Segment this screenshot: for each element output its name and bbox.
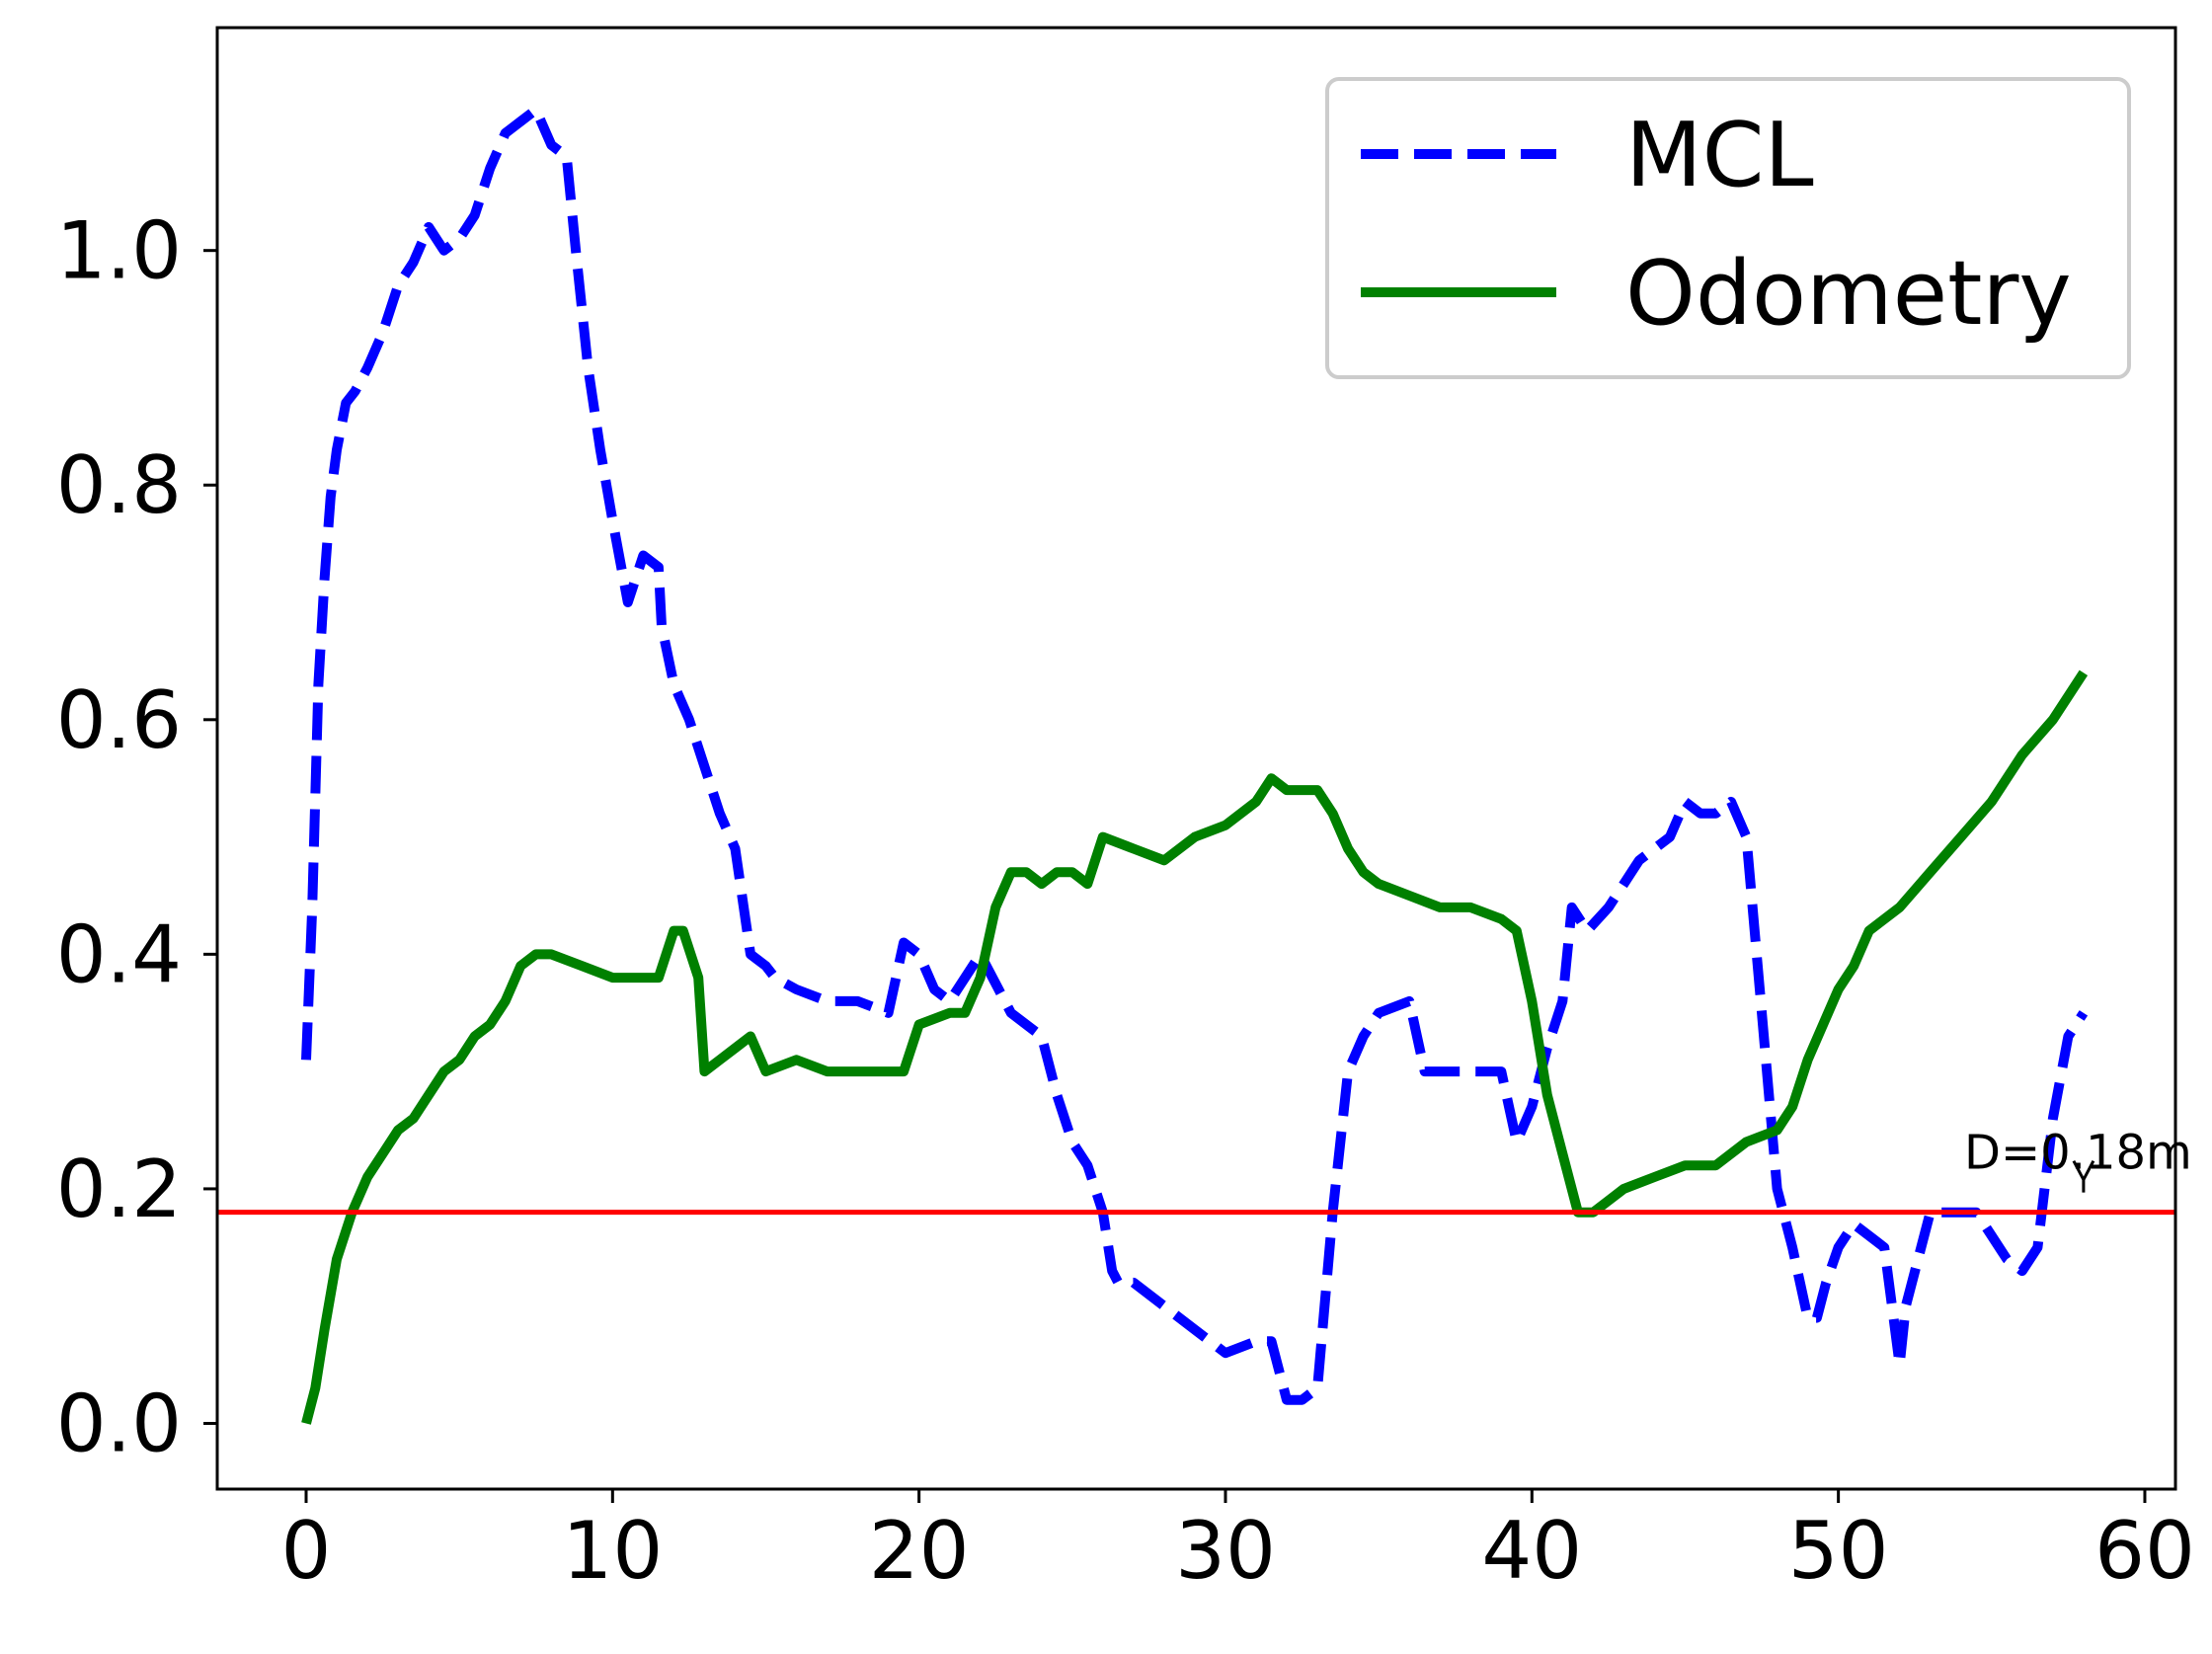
x-tick-label: 10 [562, 1505, 663, 1597]
x-tick-label: 50 [1788, 1505, 1889, 1597]
y-tick-label: 0.4 [56, 908, 182, 1000]
x-tick-label: 0 [281, 1505, 332, 1597]
x-tick-label: 60 [2094, 1505, 2195, 1597]
series-line-mcl [301, 105, 2089, 1405]
series-line-odometry [301, 669, 2089, 1425]
y-tick-label: 0.0 [56, 1378, 182, 1469]
series-layer [301, 105, 2089, 1425]
y-tick-label: 1.0 [56, 205, 182, 297]
y-axis: 0.0 0.2 0.4 0.6 0.8 1.0 [56, 205, 217, 1469]
x-tick-label: 30 [1175, 1505, 1276, 1597]
x-tick-label: 20 [869, 1505, 970, 1597]
plot-frame [215, 26, 2177, 1491]
legend-label-mcl: MCL [1625, 104, 1814, 207]
threshold-label: D=0.18m [1964, 1126, 2192, 1181]
legend: MCL Odometry [1325, 77, 2131, 379]
y-tick-label: 0.8 [56, 439, 182, 531]
x-tick-label: 40 [1481, 1505, 1582, 1597]
annotation-layer: D=0.18m [217, 1126, 2192, 1216]
legend-label-odometry: Odometry [1625, 242, 2072, 346]
x-axis: 0 10 20 30 40 50 60 [281, 1489, 2195, 1597]
y-tick-label: 0.6 [56, 674, 182, 766]
y-tick-label: 0.2 [56, 1143, 182, 1235]
threshold-arrow [2072, 1159, 2095, 1193]
